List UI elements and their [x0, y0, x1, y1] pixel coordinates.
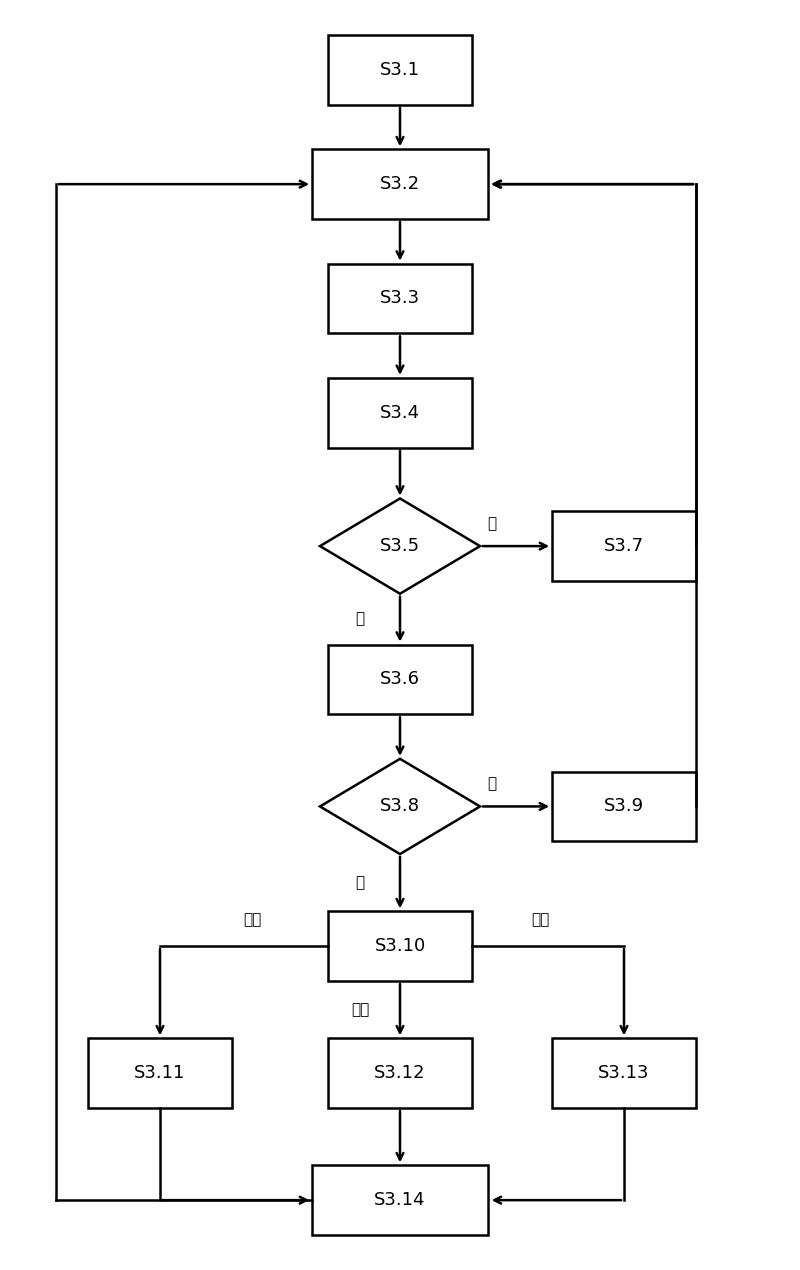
FancyBboxPatch shape — [552, 511, 696, 582]
FancyBboxPatch shape — [328, 377, 472, 447]
FancyBboxPatch shape — [328, 1039, 472, 1107]
Text: 修改: 修改 — [351, 1002, 369, 1017]
Text: S3.1: S3.1 — [380, 61, 420, 79]
Text: 增加: 增加 — [243, 912, 261, 927]
FancyBboxPatch shape — [552, 772, 696, 842]
FancyBboxPatch shape — [328, 645, 472, 714]
Text: 删除: 删除 — [531, 912, 549, 927]
Text: S3.11: S3.11 — [134, 1064, 186, 1082]
Text: S3.10: S3.10 — [374, 937, 426, 955]
Text: S3.6: S3.6 — [380, 671, 420, 688]
Text: S3.8: S3.8 — [380, 798, 420, 815]
Text: S3.3: S3.3 — [380, 290, 420, 307]
Text: 否: 否 — [487, 776, 497, 791]
FancyBboxPatch shape — [328, 34, 472, 105]
FancyBboxPatch shape — [552, 1039, 696, 1107]
Text: S3.9: S3.9 — [604, 798, 644, 815]
Text: S3.13: S3.13 — [598, 1064, 650, 1082]
Text: S3.7: S3.7 — [604, 537, 644, 555]
FancyBboxPatch shape — [312, 1166, 488, 1234]
Text: S3.2: S3.2 — [380, 175, 420, 193]
Text: S3.12: S3.12 — [374, 1064, 426, 1082]
FancyBboxPatch shape — [312, 149, 488, 220]
FancyBboxPatch shape — [328, 263, 472, 333]
Polygon shape — [320, 499, 480, 594]
Text: S3.14: S3.14 — [374, 1191, 426, 1209]
Text: S3.5: S3.5 — [380, 537, 420, 555]
Text: 是: 是 — [355, 612, 365, 626]
Text: S3.4: S3.4 — [380, 404, 420, 422]
Polygon shape — [320, 759, 480, 853]
Text: 是: 是 — [355, 875, 365, 890]
FancyBboxPatch shape — [88, 1039, 232, 1107]
FancyBboxPatch shape — [328, 912, 472, 980]
Text: 否: 否 — [487, 516, 497, 531]
